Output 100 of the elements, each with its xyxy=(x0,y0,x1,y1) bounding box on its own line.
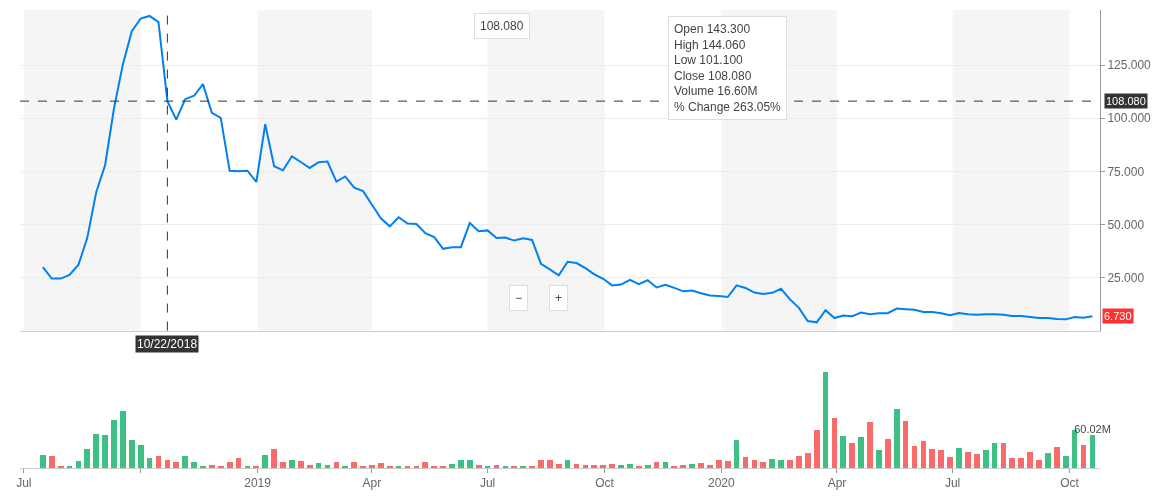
bar xyxy=(591,465,597,468)
bar xyxy=(609,464,615,468)
bar xyxy=(1081,445,1086,468)
annotation: + xyxy=(555,291,563,305)
bar xyxy=(102,435,108,468)
bar xyxy=(307,465,313,468)
bar xyxy=(1072,430,1077,468)
bar xyxy=(476,465,482,468)
bar xyxy=(725,461,731,468)
bar xyxy=(956,448,962,468)
bar xyxy=(734,440,739,468)
bar xyxy=(1063,456,1069,468)
bar xyxy=(138,445,144,468)
bar xyxy=(1054,447,1060,468)
bar xyxy=(583,465,588,468)
y-tick-label: 75.000 xyxy=(1107,164,1145,179)
bar xyxy=(912,446,917,468)
bar xyxy=(663,462,668,468)
y-tick-label: 100.000 xyxy=(1107,111,1152,126)
bar xyxy=(351,462,357,468)
bar xyxy=(743,457,748,468)
bar xyxy=(449,464,455,468)
bar xyxy=(947,457,953,468)
bar xyxy=(227,462,233,468)
bar xyxy=(1045,453,1051,468)
bar xyxy=(858,437,864,468)
bar xyxy=(903,421,908,468)
bar xyxy=(814,430,820,468)
bar xyxy=(689,464,695,468)
bar xyxy=(547,460,553,468)
bar xyxy=(876,450,882,468)
y-tick-label: 125.000 xyxy=(1107,58,1152,73)
bar xyxy=(182,456,188,468)
bar xyxy=(805,453,811,468)
bar xyxy=(698,463,704,468)
bar xyxy=(1001,443,1006,468)
bar xyxy=(752,460,757,468)
bar xyxy=(494,465,499,468)
bar xyxy=(832,418,837,468)
bar xyxy=(147,458,152,468)
bar xyxy=(49,456,55,468)
x-tick-label: Jul xyxy=(16,476,32,491)
bar xyxy=(191,462,197,468)
bar xyxy=(1009,458,1015,468)
bar xyxy=(467,460,473,468)
annotation: Open 143.300 High 144.060 Low 101.100 Close 108.080 Volume 16.60M % Change 263.05% xyxy=(674,22,782,114)
x-tick-label: 2019 xyxy=(244,476,272,491)
annotation: 6.730 xyxy=(1104,310,1132,322)
bar xyxy=(983,450,989,468)
x-tick-label: Apr xyxy=(362,476,382,491)
x-tick-label: Apr xyxy=(827,476,847,491)
bar xyxy=(938,450,944,468)
bar xyxy=(574,464,579,468)
bar xyxy=(325,465,330,468)
bar xyxy=(707,465,713,468)
bar xyxy=(1027,452,1033,468)
bar xyxy=(111,420,117,468)
bar xyxy=(165,460,170,468)
bar xyxy=(565,460,570,468)
ref-line-label: 10/22/2018 xyxy=(137,337,198,351)
bar xyxy=(974,454,980,468)
bar xyxy=(556,464,562,468)
bar xyxy=(156,456,161,468)
y-tick-label: 50.000 xyxy=(1107,217,1145,232)
bar xyxy=(289,460,295,468)
bar xyxy=(716,460,722,468)
bar xyxy=(929,449,935,468)
bar xyxy=(1018,458,1024,468)
bar xyxy=(840,436,846,468)
bar xyxy=(93,434,99,468)
bar xyxy=(965,452,971,468)
bar xyxy=(458,460,464,468)
bar xyxy=(316,463,321,468)
data-label: 60.02M xyxy=(1074,423,1111,436)
bar xyxy=(378,463,384,468)
x-tick-label: Oct xyxy=(1060,476,1080,491)
bar xyxy=(262,455,268,468)
annotation: − xyxy=(515,291,523,305)
bar xyxy=(173,462,179,468)
bar xyxy=(422,462,428,468)
bar xyxy=(760,462,766,468)
bar xyxy=(600,465,606,468)
x-tick-label: 2020 xyxy=(708,476,736,491)
bar xyxy=(654,462,659,468)
bar xyxy=(778,460,784,468)
bar xyxy=(369,465,375,468)
bar xyxy=(236,458,241,468)
bar xyxy=(280,462,286,468)
bar xyxy=(84,449,90,468)
bar xyxy=(76,461,81,468)
bar xyxy=(40,455,46,468)
bar xyxy=(894,409,900,468)
bar xyxy=(885,439,891,468)
bar xyxy=(618,465,624,468)
bar xyxy=(680,465,686,468)
line-series xyxy=(41,14,1094,324)
bar xyxy=(298,461,304,468)
bar xyxy=(992,443,997,468)
bar xyxy=(627,464,633,468)
bar xyxy=(1036,460,1042,468)
